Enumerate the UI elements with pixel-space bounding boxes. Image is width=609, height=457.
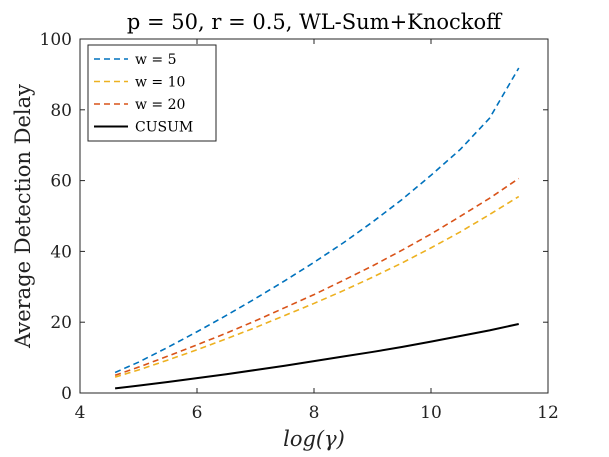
x-tick-label: 8: [309, 403, 320, 423]
x-axis-label: log(γ): [283, 427, 345, 451]
legend-box: [87, 44, 217, 142]
chart-title: p = 50, r = 0.5, WL-Sum+Knockoff: [127, 10, 503, 34]
x-tick-label: 12: [537, 403, 559, 423]
legend-label-1: w = 5: [135, 52, 177, 68]
legend: w = 5 w = 10 w = 20 CUSUM: [87, 44, 217, 142]
legend-label-3: w = 20: [135, 97, 185, 113]
legend-label-2: w = 10: [135, 75, 185, 91]
x-tick-label: 10: [420, 403, 442, 423]
y-tick-label: 40: [50, 242, 72, 262]
x-tick-label: 6: [192, 403, 203, 423]
legend-label-4: CUSUM: [135, 120, 193, 136]
series-line-2: [114, 195, 520, 378]
x-tick-label: 4: [75, 403, 86, 423]
y-axis-label: Average Detection Delay: [11, 84, 35, 349]
series-layer: [114, 67, 520, 390]
y-tick-label: 60: [50, 172, 72, 192]
y-tick-label: 100: [40, 30, 72, 50]
y-tick-label: 0: [61, 384, 72, 404]
series-line-4: [114, 322, 519, 390]
ticks-layer: 4 6 8 10 12 0 20 40 60 80 100: [40, 30, 559, 423]
series-line-3: [114, 177, 520, 377]
y-tick-label: 20: [50, 313, 72, 333]
y-tick-label: 80: [50, 101, 72, 121]
